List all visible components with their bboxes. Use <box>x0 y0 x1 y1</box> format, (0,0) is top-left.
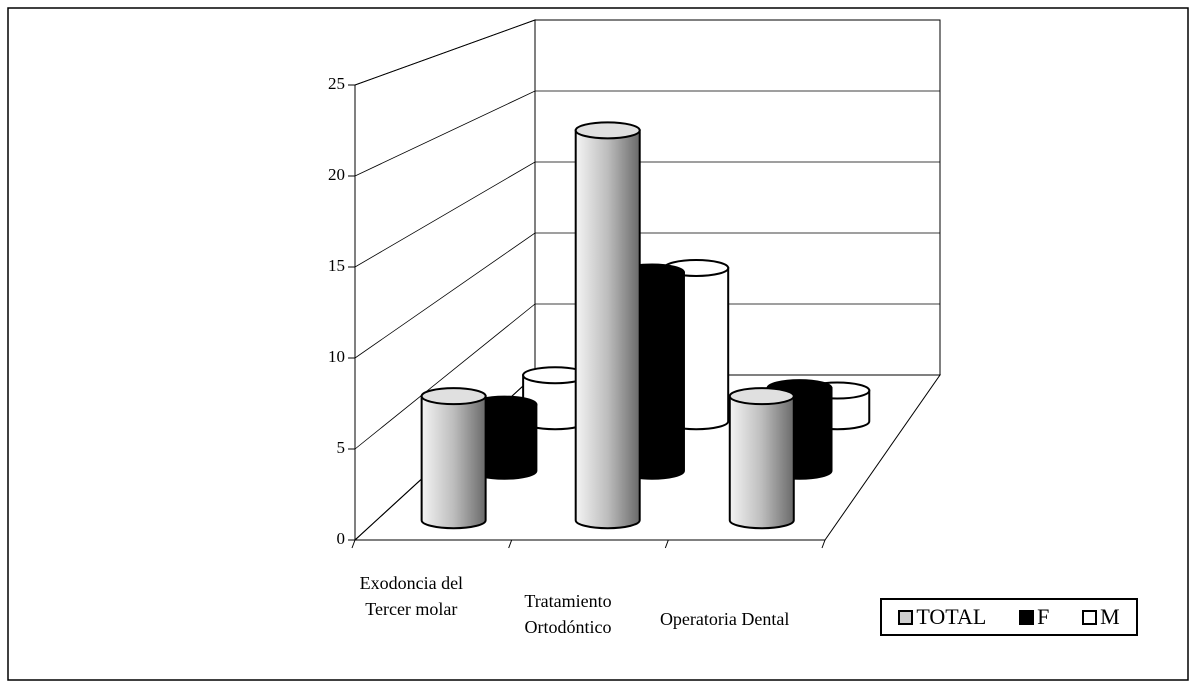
y-tick-label: 10 <box>328 347 345 366</box>
y-tick-label: 15 <box>328 256 345 275</box>
x-tick <box>664 539 669 549</box>
grid-line <box>354 232 940 359</box>
x-tick-label: Tratamiento Ortodóntico <box>524 591 612 637</box>
cylinder <box>574 129 641 530</box>
legend-swatch <box>1019 609 1035 625</box>
cylinder-top <box>728 387 795 406</box>
y-tick-label: 0 <box>337 529 346 548</box>
x-tick <box>508 539 513 549</box>
frame <box>7 7 1189 681</box>
cylinder <box>420 395 487 530</box>
legend-item: TOTAL <box>898 604 986 630</box>
legend-item: M <box>1082 604 1120 630</box>
x-tick-label: Exodoncia del Tercer molar <box>359 573 464 619</box>
grid-line <box>354 90 940 177</box>
legend-label: F <box>1037 604 1050 629</box>
legend-item: F <box>1019 604 1049 630</box>
y-tick-label: 5 <box>337 438 346 457</box>
y-tick-label: 25 <box>328 74 345 93</box>
x-tick-label: Operatoria Dental <box>659 609 790 629</box>
cylinder-top <box>420 387 487 406</box>
legend-swatch <box>898 609 914 625</box>
legend-label: TOTAL <box>916 604 987 629</box>
grid-line <box>354 303 940 450</box>
legend-swatch <box>1082 609 1098 625</box>
cylinder <box>728 395 795 530</box>
x-tick <box>351 539 356 549</box>
grid-line <box>354 19 940 86</box>
cylinder-top <box>574 121 641 140</box>
legend-label: M <box>1100 604 1120 629</box>
grid-line <box>354 161 940 268</box>
x-tick <box>821 539 826 549</box>
y-tick-label: 20 <box>328 165 345 184</box>
legend: TOTAL F M <box>880 598 1138 636</box>
